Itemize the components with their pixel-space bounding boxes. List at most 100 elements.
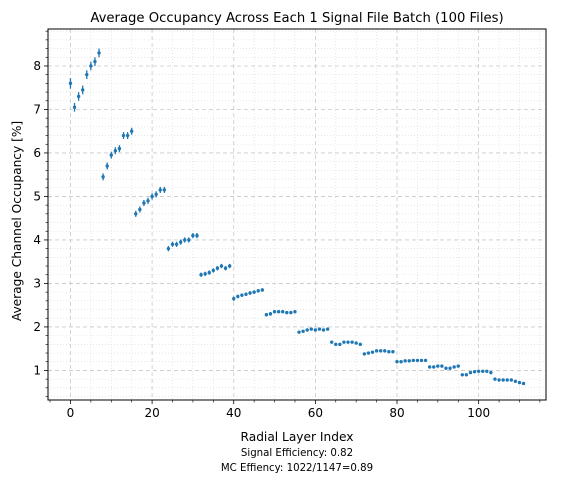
y-tick-label: 3	[33, 277, 41, 291]
data-point	[313, 328, 318, 332]
data-point	[403, 359, 407, 363]
data-point	[509, 378, 514, 382]
data-point	[497, 378, 501, 382]
x-tick-label: 100	[467, 406, 490, 420]
data-point	[391, 350, 395, 354]
data-point	[505, 378, 509, 382]
y-tick-label: 2	[33, 320, 41, 334]
data-point	[276, 310, 281, 314]
data-point	[456, 364, 460, 368]
data-point	[101, 175, 105, 179]
data-point	[317, 327, 322, 331]
data-point	[289, 310, 293, 315]
data-point	[264, 313, 269, 317]
data-point	[215, 266, 220, 270]
data-point	[370, 350, 375, 354]
data-point	[150, 194, 154, 199]
data-point	[485, 369, 489, 373]
data-point	[166, 246, 171, 251]
data-point	[444, 366, 448, 370]
data-point	[227, 264, 232, 268]
data-point	[297, 330, 301, 334]
data-point	[468, 370, 473, 375]
data-point	[378, 349, 383, 353]
data-point	[366, 351, 371, 355]
data-point	[183, 238, 187, 242]
data-point	[134, 212, 138, 216]
data-point	[407, 359, 411, 363]
data-point	[170, 242, 175, 246]
data-point	[232, 296, 236, 301]
data-point	[187, 238, 191, 242]
data-point	[481, 369, 485, 373]
x-tick-label: 0	[67, 406, 75, 420]
data-point	[517, 380, 522, 385]
data-point	[195, 233, 199, 238]
data-point	[281, 310, 285, 314]
signal-efficiency-annotation: Signal Efficiency: 0.82	[241, 448, 353, 459]
data-point	[436, 364, 440, 368]
data-point	[97, 51, 101, 55]
y-tick-label: 5	[33, 190, 41, 204]
data-point	[158, 188, 162, 192]
data-point	[346, 340, 350, 344]
x-tick-label: 40	[226, 406, 241, 420]
data-point	[199, 273, 203, 277]
data-point	[432, 365, 436, 369]
data-point	[448, 366, 452, 370]
data-point	[285, 310, 289, 315]
data-point	[85, 72, 89, 77]
data-point	[493, 377, 497, 381]
y-tick-label: 1	[33, 364, 41, 378]
y-tick-label: 7	[33, 103, 41, 117]
data-point	[301, 329, 305, 333]
chart-title: Average Occupancy Across Each 1 Signal F…	[90, 11, 503, 26]
data-point	[174, 242, 179, 246]
data-point	[383, 349, 387, 353]
data-point	[419, 358, 424, 363]
data-point	[321, 328, 326, 332]
data-point	[191, 233, 195, 238]
data-point	[476, 369, 481, 373]
data-point	[423, 358, 428, 363]
data-point	[113, 149, 118, 153]
data-point	[374, 349, 379, 353]
data-point	[203, 272, 207, 276]
data-point	[68, 81, 73, 86]
data-point	[105, 164, 109, 168]
data-point	[440, 364, 444, 368]
data-layer	[68, 48, 526, 386]
data-point	[178, 240, 183, 244]
data-point	[93, 59, 97, 64]
y-tick-label: 6	[33, 146, 41, 160]
data-point	[513, 379, 518, 383]
data-point	[80, 88, 85, 92]
data-point	[305, 328, 309, 332]
data-point	[362, 352, 367, 356]
data-point	[142, 201, 146, 205]
data-point	[501, 378, 505, 382]
data-point	[219, 264, 224, 268]
plot-frame	[47, 28, 547, 401]
data-point	[272, 310, 277, 314]
data-point	[244, 292, 248, 297]
x-tick-label: 60	[308, 406, 323, 420]
data-point	[399, 360, 403, 364]
data-point	[395, 360, 399, 364]
data-point	[121, 133, 126, 138]
tick-layer: 0 20 40 60 80 100 1 2 3 4 5 6 7 8	[33, 30, 541, 420]
data-point	[268, 312, 273, 316]
data-point	[89, 64, 93, 68]
data-point	[256, 289, 260, 293]
x-tick-label: 80	[389, 406, 404, 420]
data-point	[411, 358, 416, 363]
mc-efficiency-annotation: MC Effiency: 1022/1147=0.89	[221, 463, 373, 474]
data-point	[129, 129, 134, 133]
data-point	[427, 365, 432, 369]
data-point	[109, 153, 113, 157]
grid-layer	[48, 29, 546, 400]
data-point	[248, 291, 252, 295]
data-point	[146, 199, 150, 203]
